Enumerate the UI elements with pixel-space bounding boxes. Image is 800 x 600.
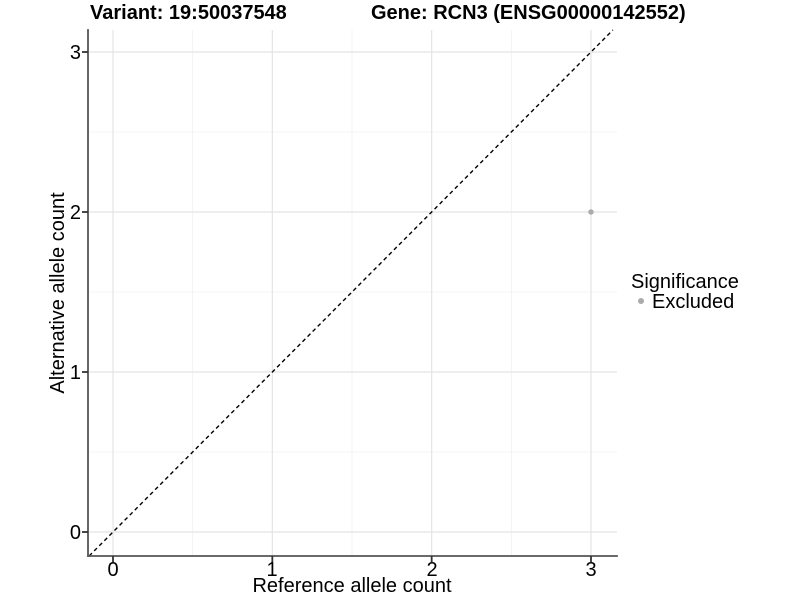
- y-axis-title: Alternative allele count: [47, 192, 69, 394]
- gridlines: [88, 30, 617, 556]
- gene-title: Gene: RCN3 (ENSG00000142552): [371, 2, 686, 24]
- data-point: [588, 209, 594, 215]
- y-tick-label-1: 1: [70, 362, 81, 384]
- x-axis-title: Reference allele count: [252, 575, 451, 597]
- axes: [82, 29, 618, 562]
- y-tick-label-2: 2: [70, 202, 81, 224]
- x-tick-label-3: 3: [585, 559, 596, 581]
- x-tick-label-2: 2: [426, 559, 437, 581]
- y-tick-labels: 0 1 2 3: [70, 42, 81, 544]
- y-tick-label-3: 3: [70, 42, 81, 64]
- axis-tickmarks: [82, 51, 592, 562]
- identity-line: [88, 29, 614, 557]
- legend-marker-dot: [638, 298, 644, 304]
- x-tick-label-1: 1: [266, 559, 277, 581]
- legend-title: Significance: [631, 271, 739, 293]
- legend: Significance Excluded: [631, 271, 739, 313]
- x-tick-label-0: 0: [107, 559, 118, 581]
- data-points: [588, 209, 594, 215]
- y-tick-label-0: 0: [70, 522, 81, 544]
- variant-title: Variant: 19:50037548: [90, 2, 287, 24]
- x-tick-labels: 0 1 2 3: [107, 559, 596, 581]
- legend-item-label: Excluded: [652, 291, 734, 313]
